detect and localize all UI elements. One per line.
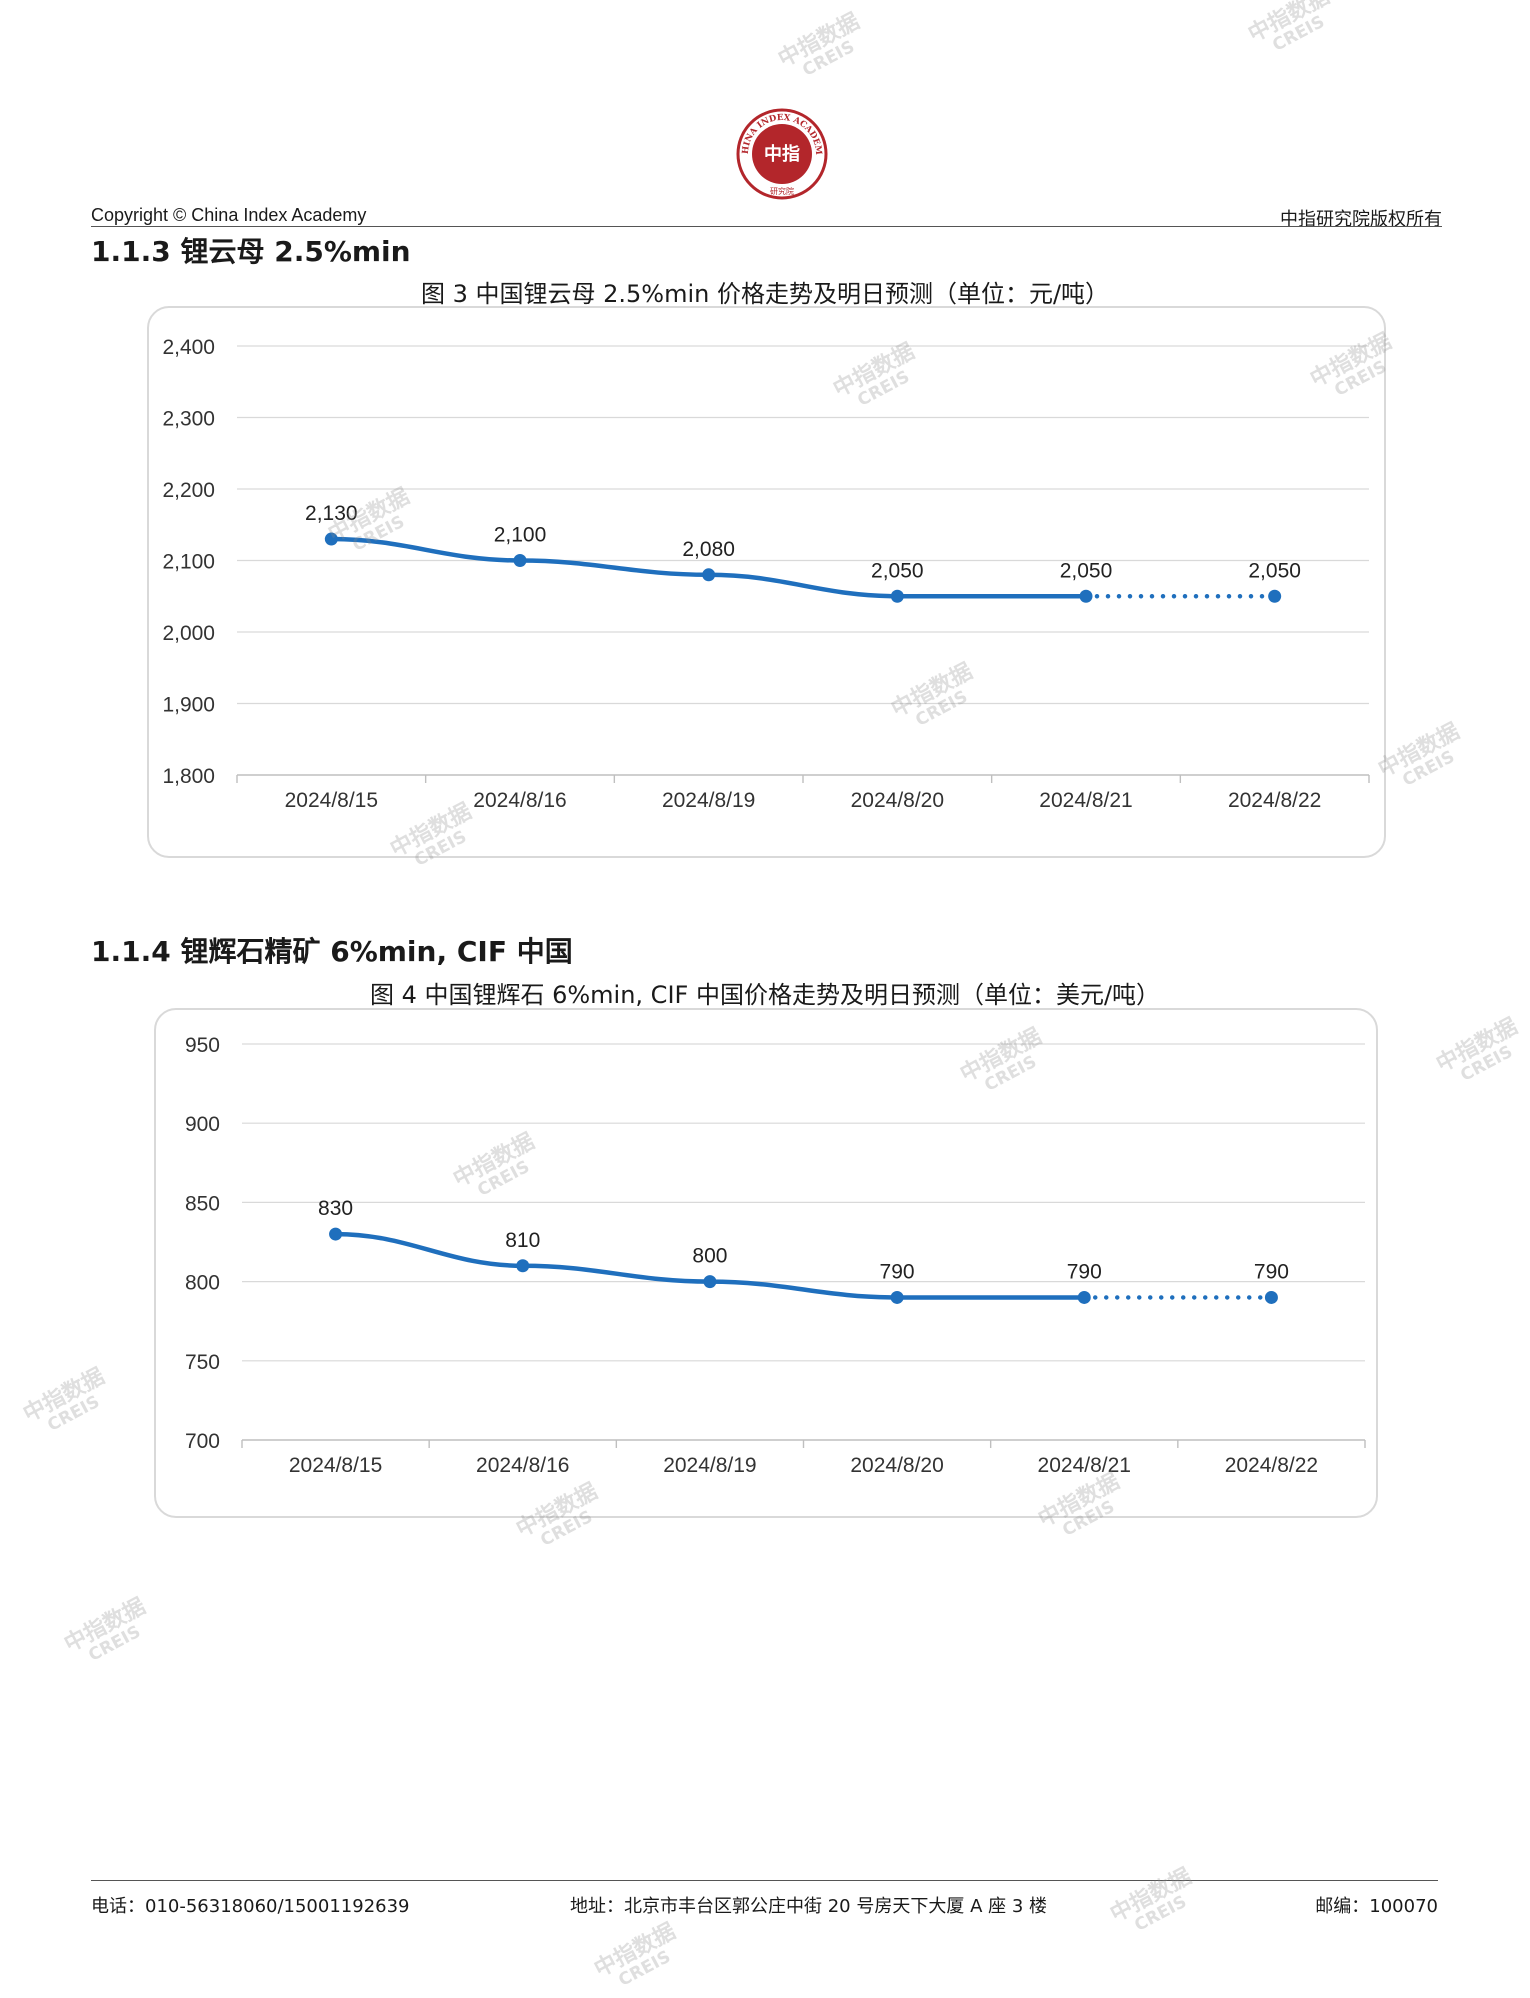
data-label: 790	[1254, 1260, 1289, 1283]
data-point	[513, 554, 527, 567]
data-label: 2,080	[682, 538, 735, 561]
x-tick-label: 2024/8/22	[1225, 1454, 1318, 1477]
x-tick-label: 2024/8/20	[850, 1454, 943, 1477]
logo-bottom-text: 研究院	[770, 186, 794, 196]
y-tick-label: 750	[185, 1351, 220, 1374]
data-point	[1264, 1290, 1278, 1304]
x-tick-label: 2024/8/19	[662, 789, 755, 812]
watermark: 中指数据 CREIS	[1432, 1014, 1522, 1086]
data-point	[703, 1275, 717, 1289]
header-divider	[91, 226, 1442, 227]
chart3-title: 图 3 中国锂云母 2.5%min 价格走势及明日预测（单位：元/吨）	[420, 280, 1110, 308]
data-label: 2,050	[871, 559, 924, 582]
data-label: 790	[1067, 1260, 1102, 1283]
y-tick-label: 1,800	[162, 765, 215, 788]
watermark: 中指数据 CREIS	[60, 1594, 150, 1666]
data-point	[702, 568, 716, 582]
data-label: 2,050	[1248, 559, 1301, 582]
footer-phone: 电话：010-56318060/15001192639	[91, 1896, 410, 1917]
data-label: 2,100	[494, 524, 547, 547]
watermark: 中指数据 CREIS	[19, 1364, 109, 1436]
data-point	[1268, 589, 1282, 603]
section4-title: 1.1.4 锂辉石精矿 6%min, CIF 中国	[91, 935, 573, 968]
section3-title: 1.1.3 锂云母 2.5%min	[91, 235, 411, 268]
chart3-panel: 1,800 1,900 2,000 2,100 2,200 2,300 2,400 2024/…	[147, 306, 1386, 858]
rights-text: 中指研究院版权所有	[1280, 209, 1442, 230]
data-point	[890, 1290, 904, 1304]
watermark: 中指数据 CREIS	[774, 9, 864, 81]
data-point	[516, 1259, 530, 1273]
data-label: 2,130	[305, 502, 358, 525]
x-tick-label: 2024/8/19	[663, 1454, 756, 1477]
footer-postcode: 邮编：100070	[1315, 1896, 1438, 1917]
data-point	[1079, 589, 1093, 603]
y-tick-label: 900	[185, 1113, 220, 1136]
chart4-panel: 700 750 800 850 900 950 2024/8/15 2024/8/16 2024…	[154, 1008, 1378, 1518]
watermark: 中指数据 CREIS	[1244, 0, 1334, 56]
data-label: 790	[880, 1260, 915, 1283]
watermark: 中指数据 CREIS	[1106, 1864, 1196, 1936]
footer-divider	[91, 1880, 1438, 1881]
x-tick-label: 2024/8/20	[851, 789, 944, 812]
copyright-text: Copyright © China Index Academy	[91, 205, 367, 225]
y-tick-label: 1,900	[162, 694, 215, 717]
data-label: 810	[505, 1229, 540, 1252]
y-tick-label: 700	[185, 1430, 220, 1453]
x-tick-label: 2024/8/16	[473, 789, 566, 812]
x-tick-label: 2024/8/21	[1039, 789, 1132, 812]
y-tick-label: 2,200	[162, 479, 215, 502]
y-tick-label: 800	[185, 1272, 220, 1295]
x-tick-label: 2024/8/15	[289, 1454, 382, 1477]
x-tick-label: 2024/8/15	[285, 789, 378, 812]
china-index-academy-logo: CHINA INDEX ACADEMY 中指 研究院	[736, 108, 828, 200]
x-tick-label: 2024/8/22	[1228, 789, 1321, 812]
y-tick-label: 2,400	[162, 336, 215, 359]
y-tick-label: 2,100	[162, 551, 215, 574]
data-point	[1077, 1290, 1091, 1304]
data-label: 830	[318, 1197, 353, 1220]
chart4-title: 图 4 中国锂辉石 6%min, CIF 中国价格走势及明日预测（单位：美元/吨…	[369, 981, 1161, 1009]
data-label: 800	[692, 1245, 727, 1268]
data-point	[890, 589, 904, 603]
chart4-svg: 700 750 800 850 900 950 2024/8/15 2024/8/16 2024…	[185, 1034, 1366, 1477]
chart3-svg: 1,800 1,900 2,000 2,100 2,200 2,300 2,400 2024/…	[162, 336, 1370, 812]
y-tick-label: 950	[185, 1034, 220, 1057]
logo-center-text: 中指	[764, 143, 800, 164]
data-label: 2,050	[1060, 559, 1113, 582]
data-point	[329, 1227, 343, 1241]
x-tick-label: 2024/8/16	[476, 1454, 569, 1477]
y-tick-label: 2,000	[162, 622, 215, 645]
x-tick-label: 2024/8/21	[1038, 1454, 1131, 1477]
footer-address: 地址：北京市丰台区郭公庄中街 20 号房天下大厦 A 座 3 楼	[570, 1896, 1047, 1917]
data-point	[324, 532, 338, 546]
watermark: 中指数据 CREIS	[590, 1919, 680, 1991]
y-tick-label: 2,300	[162, 408, 215, 431]
watermark: 中指数据 CREIS	[1374, 719, 1464, 791]
y-tick-label: 850	[185, 1192, 220, 1215]
